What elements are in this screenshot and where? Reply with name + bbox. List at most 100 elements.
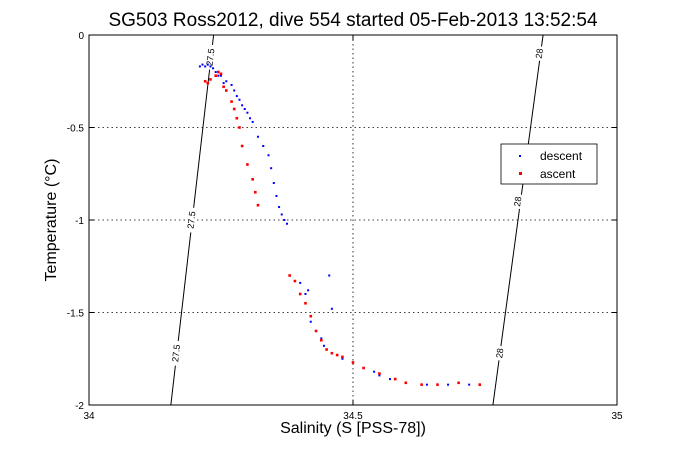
ascent-point-10 xyxy=(235,116,239,120)
ascent-point-22 xyxy=(314,329,318,333)
axis-ticks: 34 34.5 35 0 -0.5 -1 -1.5 -2 xyxy=(67,31,623,422)
descent-point-39 xyxy=(330,307,333,310)
y-tick-label-3: -1.5 xyxy=(67,309,85,320)
ascent-point-36 xyxy=(478,383,482,386)
descent-point-15 xyxy=(241,104,244,107)
ascent-point-32 xyxy=(404,381,408,385)
ascent-point-15 xyxy=(254,190,257,194)
contour-label-2: 27.5 xyxy=(170,344,182,363)
descent-point-18 xyxy=(249,117,252,120)
descent-point-9 xyxy=(222,82,225,85)
contour-label-5: 28 xyxy=(494,348,505,359)
ascent-point-16 xyxy=(256,203,260,207)
descent-point-21 xyxy=(262,145,265,147)
ascent-point-4 xyxy=(217,70,220,74)
ascent-point-11 xyxy=(238,126,241,129)
descent-point-33 xyxy=(309,320,312,323)
ascent-point-28 xyxy=(351,361,355,364)
ascent-point-13 xyxy=(246,163,249,166)
descent-point-32 xyxy=(307,289,310,292)
ascent-point-5 xyxy=(219,72,223,76)
descent-point-2 xyxy=(204,65,207,68)
density-contours: 27.5 27.5 27.5 28 28 28 xyxy=(169,34,546,406)
chart-title: SG503 Ross2012, dive 554 started 05-Feb-… xyxy=(108,10,597,31)
legend-box xyxy=(500,143,598,185)
descent-point-27 xyxy=(280,213,283,216)
ascent-point-7 xyxy=(224,89,228,92)
descent-point-6 xyxy=(214,71,217,73)
ascent-point-12 xyxy=(240,144,244,148)
ascent-point-6 xyxy=(222,85,225,89)
legend-label-descent: descent xyxy=(540,149,583,163)
ascent-point-27 xyxy=(341,355,344,359)
contour-label-group-4: 28 xyxy=(511,193,524,210)
ascent-point-31 xyxy=(393,377,397,381)
contour-label-1: 27.5 xyxy=(185,211,197,230)
legend-label-ascent: ascent xyxy=(540,167,576,181)
ascent-point-8 xyxy=(230,100,233,103)
descent-point-20 xyxy=(256,135,259,138)
contour-label-bg-3 xyxy=(533,45,546,62)
descent-point-8 xyxy=(220,74,222,77)
contour-label-0: 27.5 xyxy=(204,48,216,67)
contour-label-bg-1 xyxy=(185,207,198,233)
descent-point-10 xyxy=(225,80,228,83)
descent-point-24 xyxy=(272,182,275,184)
legend-marker-ascent xyxy=(519,172,522,175)
descent-point-29 xyxy=(286,222,288,225)
descent-point-44 xyxy=(373,370,376,373)
legend: descent ascent xyxy=(500,143,598,185)
ascent-point-19 xyxy=(298,292,302,296)
descent-point-5 xyxy=(212,67,215,70)
plot-area: 27.5 27.5 27.5 28 28 28 34 34.5 35 0 -0.5 -1 -1.5 -2 xyxy=(67,31,623,422)
descent-point-45 xyxy=(378,374,381,377)
descent-point-22 xyxy=(267,154,270,157)
ascent-point-0 xyxy=(203,79,207,83)
descent-point-7 xyxy=(217,74,220,77)
descent-point-35 xyxy=(320,337,323,340)
contour-label-group-2: 27.5 xyxy=(169,340,183,367)
x-tick-label-2: 35 xyxy=(611,411,623,422)
contour-label-bg-5 xyxy=(493,345,506,362)
descent-point-26 xyxy=(278,206,281,209)
x-tick-label-0: 34 xyxy=(83,411,95,422)
ascent-point-35 xyxy=(457,381,460,385)
x-axis-label: Salinity (S [PSS-78]) xyxy=(280,420,426,437)
grid-lines xyxy=(89,35,617,405)
y-tick-label-4: -2 xyxy=(75,401,84,412)
ascent-series xyxy=(203,70,482,386)
y-tick-label-0: 0 xyxy=(78,31,84,42)
x-tick-label-1: 34.5 xyxy=(343,411,363,422)
contour-label-group-5: 28 xyxy=(493,345,506,362)
contour-label-bg-2 xyxy=(169,340,183,367)
ascent-point-24 xyxy=(325,348,328,351)
descent-point-4 xyxy=(209,65,212,68)
y-axis-label: Temperature (°C) xyxy=(43,159,60,282)
contour-label-4: 28 xyxy=(512,196,523,207)
descent-point-38 xyxy=(328,274,331,277)
ascent-point-30 xyxy=(378,372,381,375)
descent-point-31 xyxy=(304,293,307,295)
descent-point-0 xyxy=(198,65,201,68)
ascent-point-34 xyxy=(436,383,439,386)
contour-label-3: 28 xyxy=(534,48,545,59)
descent-point-11 xyxy=(230,83,233,86)
ascent-point-17 xyxy=(288,274,291,277)
descent-point-28 xyxy=(283,219,286,221)
y-tick-label-2: -1 xyxy=(75,216,84,227)
descent-point-3 xyxy=(206,63,209,66)
ascent-point-21 xyxy=(309,314,313,318)
descent-point-48 xyxy=(425,383,428,386)
descent-point-16 xyxy=(243,108,246,110)
contour-label-group-3: 28 xyxy=(533,45,546,62)
descent-point-19 xyxy=(251,120,254,123)
ascent-point-14 xyxy=(251,178,254,181)
descent-point-25 xyxy=(275,194,278,197)
descent-point-14 xyxy=(238,98,241,101)
ascent-point-25 xyxy=(330,351,334,355)
descent-point-49 xyxy=(447,383,450,386)
contour-line-28 xyxy=(492,34,544,406)
legend-marker-descent xyxy=(519,155,521,157)
descent-point-13 xyxy=(235,95,238,98)
